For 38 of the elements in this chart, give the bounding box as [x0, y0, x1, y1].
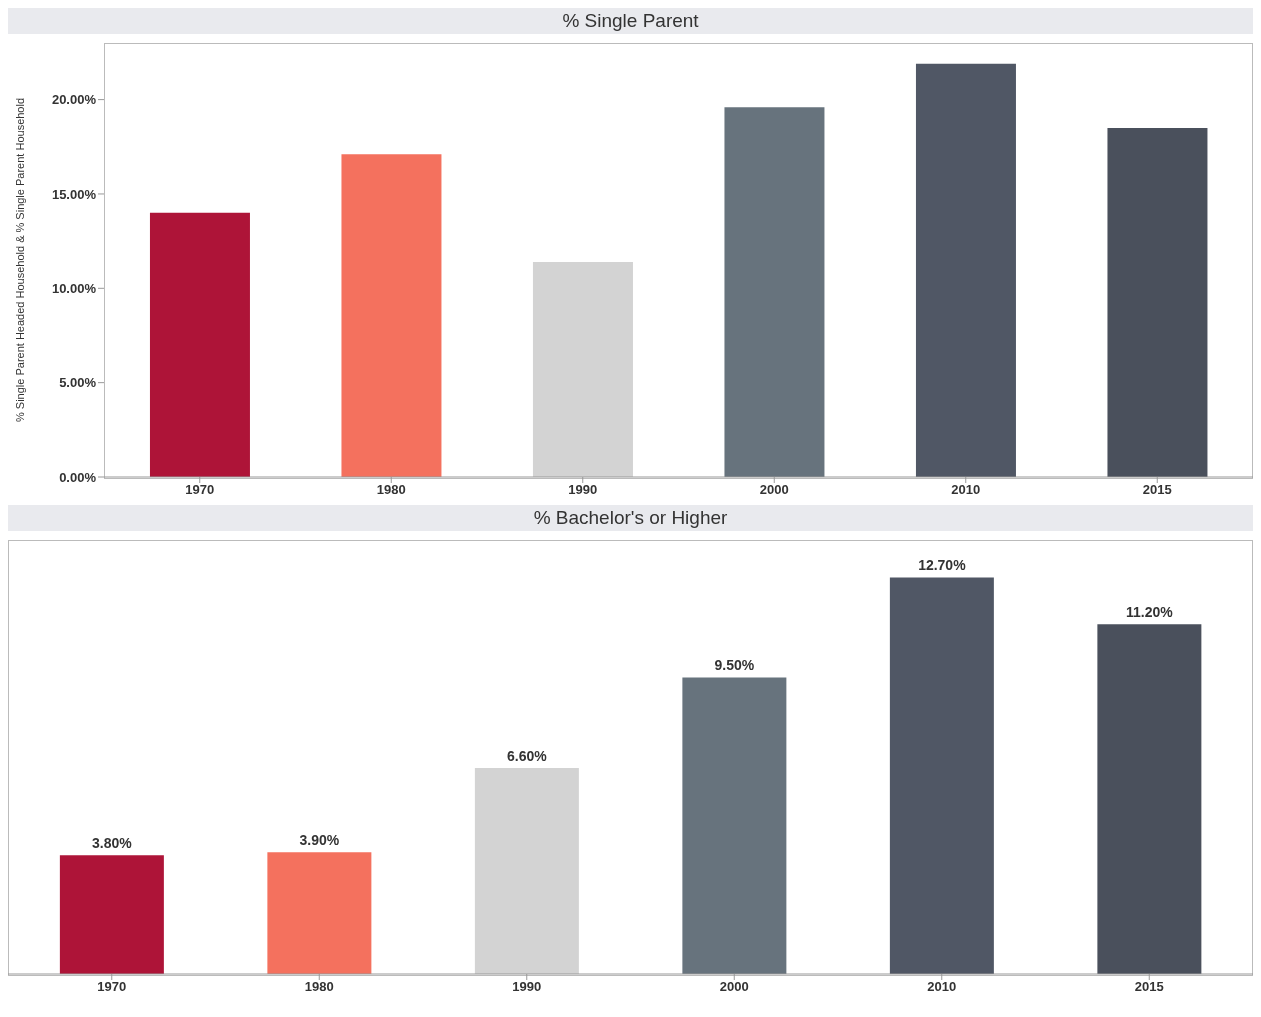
bar — [474, 767, 579, 974]
y-tick-label: 20.00% — [51, 92, 97, 108]
bar — [724, 107, 825, 477]
x-tick-label: 1970 — [97, 979, 127, 995]
x-tick-label: 2015 — [1134, 979, 1164, 995]
x-tick-label: 1980 — [304, 979, 334, 995]
x-tick-label: 2000 — [759, 482, 789, 498]
y-tick-label: 10.00% — [51, 280, 97, 296]
y-tick-label: 15.00% — [51, 186, 97, 202]
x-tick-label: 1990 — [512, 979, 542, 995]
x-tick-label: 2015 — [1142, 482, 1172, 498]
data-label: 9.50% — [714, 657, 755, 674]
data-label: 11.20% — [1126, 604, 1174, 621]
bar — [532, 261, 633, 477]
y-axis-title: % Single Parent Headed Household & % Single Parent Household — [13, 97, 26, 423]
y-tick-label: 5.00% — [59, 375, 97, 391]
data-label: 3.80% — [92, 835, 133, 852]
bar — [267, 852, 372, 974]
y-tick-label: 0.00% — [59, 469, 97, 485]
x-tick-label: 2010 — [951, 482, 981, 498]
x-tick-label: 1970 — [185, 482, 215, 498]
data-label: 6.60% — [507, 747, 548, 764]
bar — [1097, 624, 1202, 974]
bar — [889, 577, 994, 974]
data-label: 3.90% — [299, 832, 340, 849]
bar — [915, 63, 1016, 477]
bar — [682, 677, 787, 974]
x-tick-label: 1980 — [376, 482, 406, 498]
chart-title: % Bachelor's or Higher — [8, 505, 1253, 531]
bar — [1107, 127, 1208, 477]
x-tick-label: 2010 — [927, 979, 957, 995]
bar — [149, 212, 250, 477]
bar — [341, 154, 442, 477]
x-tick-label: 2000 — [719, 979, 749, 995]
data-label: 12.70% — [918, 557, 967, 574]
bar — [59, 855, 164, 974]
x-tick-label: 1990 — [568, 482, 598, 498]
chart-title: % Single Parent — [8, 8, 1253, 34]
